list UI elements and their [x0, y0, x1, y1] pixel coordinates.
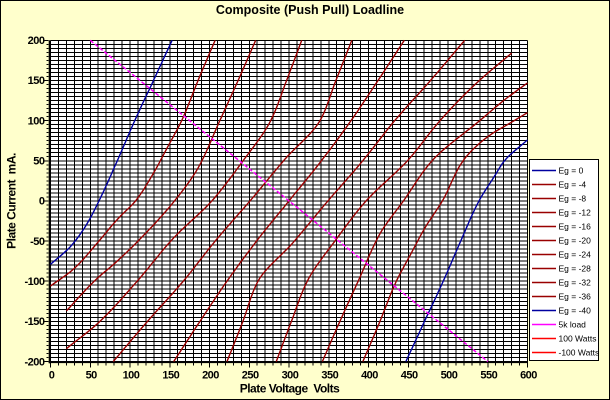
svg-text:50: 50	[86, 370, 98, 382]
svg-text:Plate Current mA.: Plate Current mA.	[5, 153, 19, 249]
svg-text:500: 500	[441, 370, 458, 382]
svg-text:Eg = -24: Eg = -24	[559, 250, 592, 260]
svg-text:550: 550	[480, 370, 497, 382]
svg-text:0: 0	[39, 196, 45, 208]
svg-text:Eg = -4: Eg = -4	[559, 180, 587, 190]
svg-text:Eg = -32: Eg = -32	[559, 278, 592, 288]
svg-text:Eg = -36: Eg = -36	[559, 292, 592, 302]
svg-text:400: 400	[361, 370, 378, 382]
svg-text:Eg = -12: Eg = -12	[559, 208, 592, 218]
svg-text:Eg = -40: Eg = -40	[559, 306, 592, 316]
svg-text:Eg = 0: Eg = 0	[559, 166, 584, 176]
svg-text:300: 300	[282, 370, 299, 382]
svg-text:50: 50	[33, 156, 45, 168]
svg-text:-100: -100	[24, 276, 44, 288]
svg-text:100 Watts: 100 Watts	[559, 334, 597, 344]
svg-text:100: 100	[28, 115, 45, 127]
svg-text:-150: -150	[24, 316, 44, 328]
svg-text:600: 600	[520, 370, 537, 382]
svg-text:350: 350	[321, 370, 338, 382]
svg-text:-100 Watts: -100 Watts	[559, 348, 600, 358]
svg-text:450: 450	[401, 370, 418, 382]
svg-text:0: 0	[49, 370, 55, 382]
svg-text:Eg = -28: Eg = -28	[559, 264, 592, 274]
svg-text:100: 100	[123, 370, 140, 382]
svg-text:Eg = -8: Eg = -8	[559, 194, 587, 204]
svg-text:150: 150	[162, 370, 179, 382]
svg-text:200: 200	[28, 35, 45, 47]
svg-text:Eg = -16: Eg = -16	[559, 222, 592, 232]
svg-text:150: 150	[28, 75, 45, 87]
svg-text:-50: -50	[30, 236, 45, 248]
svg-text:Composite (Push Pull) Loadline: Composite (Push Pull) Loadline	[216, 3, 404, 17]
svg-text:-200: -200	[24, 356, 44, 368]
svg-text:200: 200	[202, 370, 219, 382]
svg-text:Plate Voltage Volts: Plate Voltage Volts	[240, 381, 340, 395]
svg-text:Eg = -20: Eg = -20	[559, 236, 592, 246]
svg-text:250: 250	[242, 370, 259, 382]
svg-text:5k load: 5k load	[559, 320, 587, 330]
